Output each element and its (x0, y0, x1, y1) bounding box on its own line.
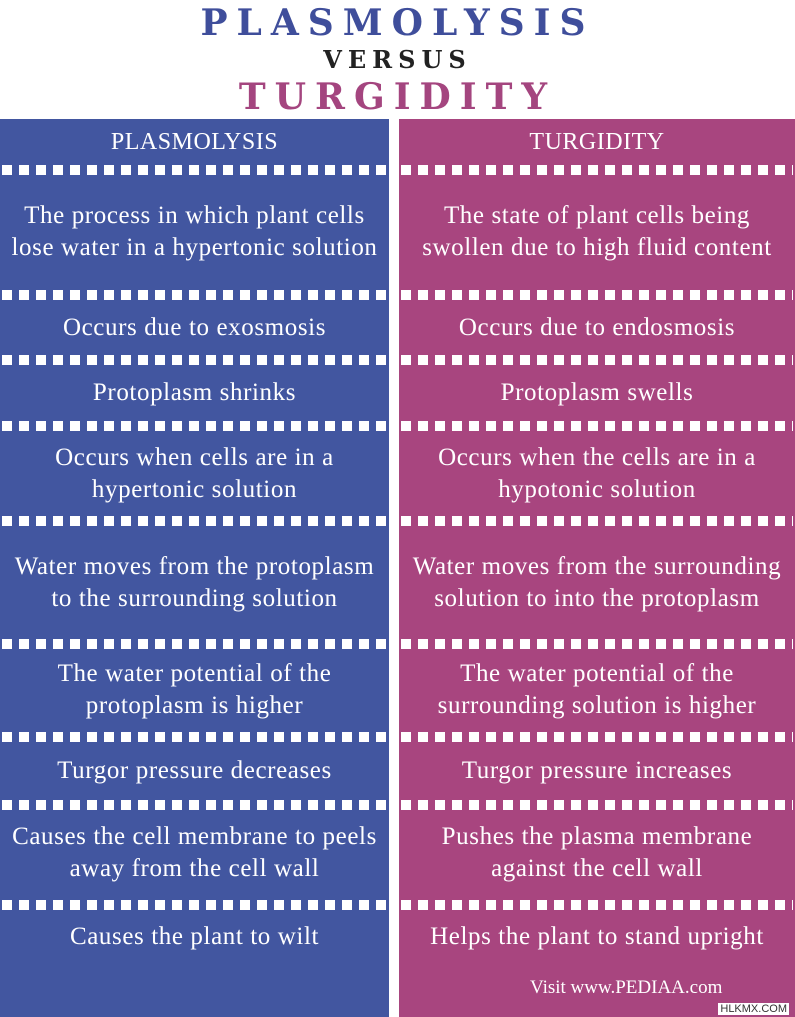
row-divider (2, 165, 387, 175)
row-divider (2, 732, 387, 742)
plasmolysis-row-7: Turgor pressure decreases (57, 757, 332, 784)
row-divider (401, 732, 793, 742)
title-turgidity: TURGIDITY (238, 76, 557, 118)
row-divider (2, 639, 387, 649)
header: PLASMOLYSIS VERSUS TURGIDITY (0, 0, 795, 118)
turgidity-header: TURGIDITY (529, 129, 665, 155)
turgidity-row-6: The water potential of the surrounding s… (437, 660, 757, 719)
plasmolysis-row-9: Causes the plant to wilt (69, 923, 320, 950)
row-divider (401, 355, 793, 365)
row-divider (401, 639, 793, 649)
row-divider (2, 290, 387, 300)
row-divider (401, 290, 793, 300)
title-versus: VERSUS (323, 45, 472, 74)
plasmolysis-header: PLASMOLYSIS (110, 129, 279, 155)
plasmolysis-row-5: Water moves from the protoplasm to the s… (14, 553, 375, 612)
turgidity-row-2: Occurs due to endosmosis (458, 314, 736, 341)
row-divider (2, 516, 387, 526)
title-plasmolysis: PLASMOLYSIS (200, 2, 595, 44)
row-divider (401, 516, 793, 526)
turgidity-row-3: Protoplasm swells (500, 379, 694, 406)
turgidity-row-9: Helps the plant to stand upright (430, 923, 764, 950)
plasmolysis-row-2: Occurs due to exosmosis (62, 314, 327, 341)
row-divider (401, 800, 793, 810)
turgidity-column: TURGIDITY The state of plant cells being… (399, 119, 795, 1017)
row-divider (401, 900, 793, 910)
watermark: HLKMX.COM (718, 1003, 789, 1015)
row-divider (2, 355, 387, 365)
footer-credit: Visit www.PEDIAA.com (530, 977, 723, 998)
row-divider (2, 421, 387, 431)
turgidity-row-5: Water moves from the surrounding solutio… (412, 553, 782, 612)
plasmolysis-column: PLASMOLYSIS The process in which plant c… (0, 119, 389, 1017)
plasmolysis-row-4: Occurs when cells are in a hypertonic so… (55, 444, 334, 503)
plasmolysis-row-3: Protoplasm shrinks (92, 379, 297, 406)
row-divider (2, 800, 387, 810)
turgidity-row-1: The state of plant cells being swollen d… (422, 201, 772, 261)
row-divider (401, 421, 793, 431)
plasmolysis-row-8: Causes the cell membrane to peels away f… (12, 823, 377, 882)
plasmolysis-row-6: The water potential of the protoplasm is… (57, 660, 332, 719)
plasmolysis-row-1: The process in which plant cells lose wa… (11, 201, 378, 261)
row-divider (2, 900, 387, 910)
turgidity-row-7: Turgor pressure increases (461, 757, 733, 784)
turgidity-row-4: Occurs when the cells are in a hypotonic… (438, 444, 756, 503)
row-divider (401, 165, 793, 175)
turgidity-row-8: Pushes the plasma membrane against the c… (441, 823, 753, 882)
